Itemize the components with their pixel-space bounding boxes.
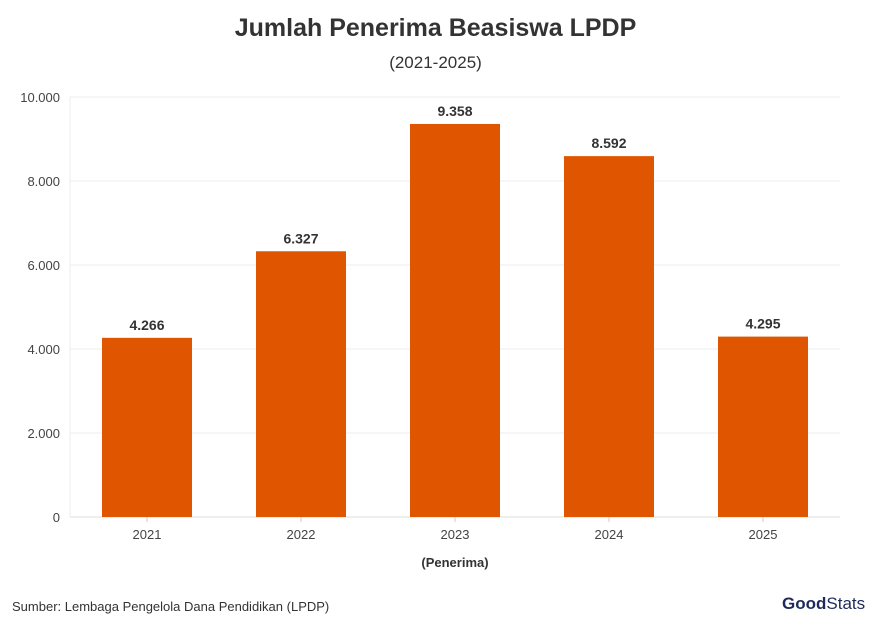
- x-tick-label: 2025: [749, 527, 778, 542]
- y-tick-label: 10.000: [20, 90, 60, 105]
- bar: [256, 251, 346, 518]
- y-tick-label: 2.000: [27, 426, 60, 441]
- bar: [410, 123, 500, 518]
- data-label: 8.592: [591, 135, 626, 151]
- x-axis-label: (Penerima): [421, 555, 488, 570]
- y-tick-label: 8.000: [27, 174, 60, 189]
- y-tick-label: 6.000: [27, 258, 60, 273]
- y-tick-label: 4.000: [27, 342, 60, 357]
- source-note: Sumber: Lembaga Pengelola Dana Pendidika…: [12, 599, 330, 614]
- x-tick-label: 2022: [287, 527, 316, 542]
- bar: [102, 337, 192, 517]
- data-label: 9.358: [437, 103, 472, 119]
- data-label: 4.295: [745, 316, 780, 332]
- x-tick-label: 2023: [441, 527, 470, 542]
- y-tick-label: 0: [53, 510, 60, 525]
- chart-title: Jumlah Penerima Beasiswa LPDP: [234, 14, 637, 42]
- data-label: 6.327: [283, 230, 318, 246]
- data-label: 4.266: [129, 317, 164, 333]
- x-tick-label: 2024: [595, 527, 624, 542]
- x-tick-label: 2021: [133, 527, 162, 542]
- bar: [564, 156, 654, 518]
- goodstats-logo: GoodStats: [782, 594, 866, 613]
- chart-subtitle: (2021-2025): [389, 53, 482, 72]
- bar: [718, 336, 808, 517]
